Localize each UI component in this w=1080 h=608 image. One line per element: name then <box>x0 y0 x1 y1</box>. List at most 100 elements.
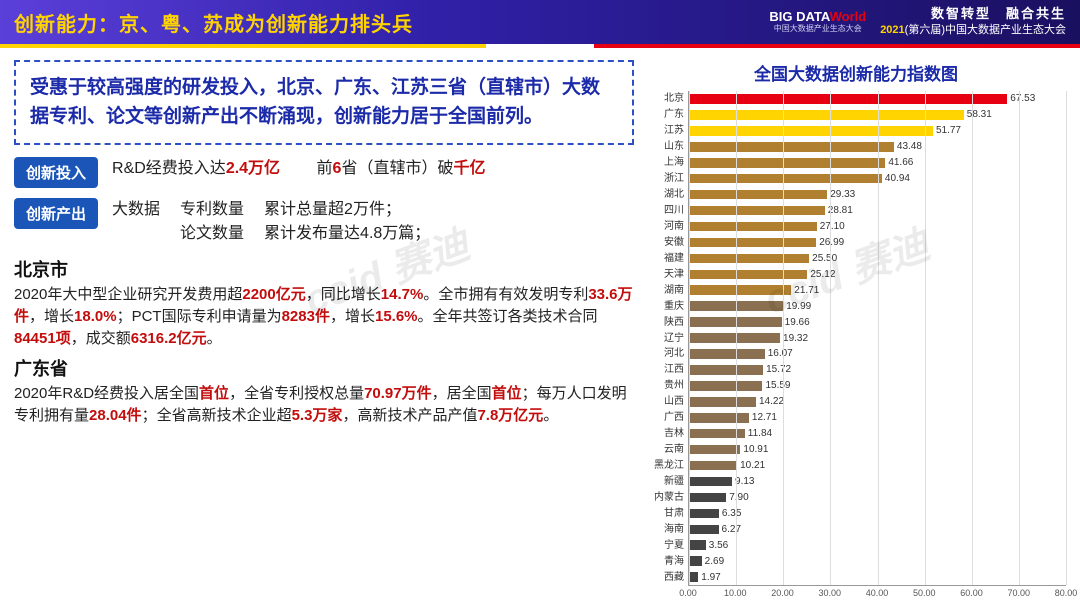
left-column: 受惠于较高强度的研发投入，北京、广东、江苏三省（直辖市）大数据专利、论文等创新产… <box>14 60 634 600</box>
y-label: 江苏 <box>646 123 688 139</box>
y-labels: 北京广东江苏山东上海浙江湖北四川河南安徽福建天津湖南重庆陕西辽宁河北江西贵州山西… <box>646 91 688 586</box>
badge-output: 创新产出 <box>14 198 98 229</box>
bar-chart: 北京广东江苏山东上海浙江湖北四川河南安徽福建天津湖南重庆陕西辽宁河北江西贵州山西… <box>646 91 1066 586</box>
x-tick: 0.00 <box>679 588 697 598</box>
bar-value: 19.99 <box>786 301 811 312</box>
y-label: 贵州 <box>646 378 688 394</box>
bar-value: 41.66 <box>888 157 913 168</box>
bar <box>689 445 740 455</box>
bar-value: 43.48 <box>897 141 922 152</box>
y-label: 甘肃 <box>646 506 688 522</box>
y-label: 上海 <box>646 155 688 171</box>
bar-value: 15.59 <box>765 380 790 391</box>
y-label: 海南 <box>646 522 688 538</box>
bar-value: 6.27 <box>722 524 741 535</box>
y-label: 新疆 <box>646 474 688 490</box>
bar <box>689 525 719 535</box>
bar-value: 19.32 <box>783 333 808 344</box>
x-tick: 60.00 <box>960 588 983 598</box>
bar <box>689 397 756 407</box>
bar-value: 21.71 <box>794 285 819 296</box>
bar-value: 10.91 <box>743 444 768 455</box>
bar-value: 15.72 <box>766 364 791 375</box>
bar <box>689 110 964 120</box>
city-name: 北京市 <box>14 256 634 282</box>
bar <box>689 572 698 582</box>
x-tick: 40.00 <box>866 588 889 598</box>
slide-header: 创新能力：京、粤、苏成为创新能力排头兵 BIG DATAWorld 中国大数据产… <box>0 0 1080 44</box>
bar <box>689 509 719 519</box>
y-label: 河南 <box>646 219 688 235</box>
y-label: 四川 <box>646 203 688 219</box>
bar <box>689 333 780 343</box>
bar-value: 19.66 <box>785 317 810 328</box>
y-label: 云南 <box>646 442 688 458</box>
bar-value: 25.50 <box>812 253 837 264</box>
bar-value: 9.13 <box>735 476 754 487</box>
slide-title: 创新能力：京、粤、苏成为创新能力排头兵 <box>14 8 769 37</box>
bar-value: 27.10 <box>820 221 845 232</box>
y-label: 天津 <box>646 267 688 283</box>
y-label: 吉林 <box>646 426 688 442</box>
badge-invest: 创新投入 <box>14 157 98 188</box>
x-tick: 20.00 <box>771 588 794 598</box>
y-label: 广东 <box>646 107 688 123</box>
bar <box>689 285 791 295</box>
bar-value: 58.31 <box>967 109 992 120</box>
y-label: 安徽 <box>646 235 688 251</box>
bar <box>689 556 702 566</box>
city-details: 北京市2020年大中型企业研究开发费用超2200亿元，同比增长14.7%。全市拥… <box>14 256 634 427</box>
bar-value: 1.97 <box>701 572 720 583</box>
bar <box>689 126 933 136</box>
bar-value: 51.77 <box>936 125 961 136</box>
bar <box>689 540 706 550</box>
x-tick: 50.00 <box>913 588 936 598</box>
y-label: 湖北 <box>646 187 688 203</box>
bar <box>689 493 726 503</box>
bar <box>689 381 762 391</box>
city-text: 2020年R&D经费投入居全国首位，全省专利授权总量70.97万件，居全国首位；… <box>14 383 634 427</box>
x-tick: 70.00 <box>1007 588 1030 598</box>
city-name: 广东省 <box>14 355 634 381</box>
badge-output-text: 大数据 专利数量 论文数量 累计总量超2万件； 累计发布量达4.8万篇； <box>112 198 430 246</box>
x-axis: 0.0010.0020.0030.0040.0050.0060.0070.008… <box>688 586 1066 600</box>
y-label: 陕西 <box>646 315 688 331</box>
y-label: 宁夏 <box>646 538 688 554</box>
badge-invest-text: R&D经费投入达2.4万亿 前6省（直辖市）破千亿 <box>112 157 485 181</box>
bar <box>689 477 732 487</box>
bar <box>689 206 825 216</box>
bar-value: 14.22 <box>759 396 784 407</box>
x-tick: 10.00 <box>724 588 747 598</box>
logo-text: BIG DATAWorld <box>769 10 866 24</box>
bar-value: 25.12 <box>810 269 835 280</box>
right-column: 全国大数据创新能力指数图 北京广东江苏山东上海浙江湖北四川河南安徽福建天津湖南重… <box>646 60 1066 600</box>
bar-value: 26.99 <box>819 237 844 248</box>
bar <box>689 349 765 359</box>
y-label: 辽宁 <box>646 331 688 347</box>
logo-area: BIG DATAWorld 中国大数据产业生态大会 数智转型 融合共生 2021… <box>769 6 1066 37</box>
bar-value: 29.33 <box>830 189 855 200</box>
bar <box>689 174 882 184</box>
bar-value: 67.53 <box>1010 93 1035 104</box>
y-label: 北京 <box>646 91 688 107</box>
y-label: 内蒙古 <box>646 490 688 506</box>
logo: BIG DATAWorld 中国大数据产业生态大会 <box>769 10 866 33</box>
y-label: 福建 <box>646 251 688 267</box>
event-line1: 数智转型 融合共生 <box>880 6 1066 23</box>
y-label: 青海 <box>646 554 688 570</box>
bar <box>689 270 807 280</box>
input-row: 创新投入 R&D经费投入达2.4万亿 前6省（直辖市）破千亿 <box>14 157 634 188</box>
bar-value: 3.56 <box>709 540 728 551</box>
y-label: 广西 <box>646 410 688 426</box>
bar-value: 12.71 <box>752 412 777 423</box>
y-label: 山东 <box>646 139 688 155</box>
bar-value: 6.35 <box>722 508 741 519</box>
bar <box>689 190 827 200</box>
output-row: 创新产出 大数据 专利数量 论文数量 累计总量超2万件； 累计发布量达4.8万篇… <box>14 198 634 246</box>
bar <box>689 158 885 168</box>
chart-title: 全国大数据创新能力指数图 <box>646 60 1066 85</box>
bar <box>689 254 809 264</box>
summary-box: 受惠于较高强度的研发投入，北京、广东、江苏三省（直辖市）大数据专利、论文等创新产… <box>14 60 634 145</box>
y-label: 黑龙江 <box>646 458 688 474</box>
y-label: 浙江 <box>646 171 688 187</box>
